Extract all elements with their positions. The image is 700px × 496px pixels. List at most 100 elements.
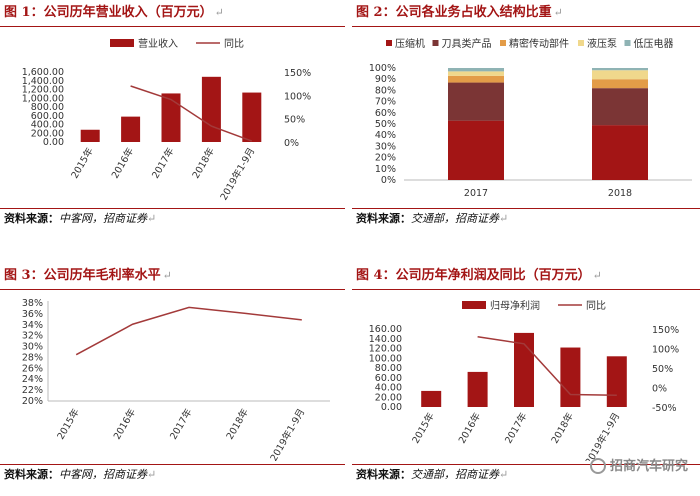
- y-tick-label: 30%: [375, 141, 396, 152]
- x-tick-label: 2017: [464, 188, 488, 199]
- y-tick-label: 32%: [22, 331, 43, 342]
- y-tick-label: 28%: [22, 352, 43, 363]
- figure-2-source: 资料来源：交通部，招商证券↵: [356, 212, 509, 225]
- y-tick-label: 38%: [22, 298, 43, 309]
- legend-label: 刀具类产品: [442, 37, 492, 50]
- figure-1-chart-svg: 营业收入 同比 0.00200.00400.00600.00800.001,000.…: [22, 37, 311, 202]
- y-tick-label: 26%: [22, 363, 43, 374]
- y-tick-label: 10%: [375, 164, 396, 175]
- figure-3-source-rule: [0, 464, 345, 465]
- bar-segment: [592, 68, 648, 71]
- bar-segment: [592, 70, 648, 80]
- legend-label-yoy: 同比: [586, 300, 606, 312]
- figure-4-chart: 归母净利润 同比 0.00 20.00 40.00 60.00 80.00 100.00 120…: [352, 291, 700, 461]
- x-tick-label: 2017年: [502, 410, 529, 446]
- y2-tick-label: 0%: [284, 138, 299, 149]
- legend-swatch-revenue: [110, 39, 134, 47]
- legend-label: 压缩机: [395, 37, 425, 50]
- wechat-icon: [589, 458, 606, 474]
- y-tick-label: 80.00: [375, 363, 402, 374]
- line-yoy: [130, 85, 253, 142]
- bar-revenue: [242, 92, 262, 142]
- y-tick-label: 60%: [375, 108, 396, 119]
- y-tick-label: 1,000.00: [22, 93, 64, 104]
- y-tick-label: 400.00: [31, 120, 64, 131]
- y2-tick-label: 150%: [284, 68, 311, 79]
- x-tick-label: 2015年: [55, 406, 82, 442]
- y2-tick-label: 100%: [652, 345, 679, 356]
- y-tick-label: 22%: [22, 385, 43, 396]
- bar-segment: [448, 71, 504, 76]
- figure-1-source-rule: [0, 208, 345, 209]
- legend-label-net-profit: 归母净利润: [490, 299, 540, 312]
- x-tick-label: 2017年: [149, 145, 176, 181]
- figure-3-chart-svg: 20%22%24%26%28%30%32%34%36%38% 2015年 2016年…: [22, 298, 330, 461]
- bar-segment: [592, 79, 648, 89]
- figure-3-source: 资料来源：中客网，招商证券↵: [4, 468, 157, 481]
- y2-tick-label: 50%: [284, 115, 305, 126]
- x-tick-label: 2019年1-9月: [218, 145, 258, 202]
- x-tick-label: 2018年: [549, 410, 576, 446]
- y-tick-label: 0%: [381, 175, 396, 186]
- legend-label-revenue: 营业收入: [138, 37, 178, 50]
- y-tick-label: 80%: [375, 85, 396, 96]
- figure-2-title: 图 2：公司各业务占收入结构比重 ↵: [356, 5, 563, 20]
- figure-1-source: 资料来源：中客网，招商证券↵: [4, 212, 157, 225]
- y-tick-label: 40%: [375, 130, 396, 141]
- figure-1-panel: 图 1：公司历年营业收入（百万元） ↵ 营业收入 同比 0.00 200.00 400.0…: [0, 0, 345, 248]
- y-tick-label: 24%: [22, 374, 43, 385]
- figure-4-panel: 图 4：公司历年净利润及同比（百万元） ↵ 归母净利润 同比 0.00 20.00 40.…: [352, 263, 700, 496]
- x-tick-label: 2018年: [224, 406, 251, 442]
- figure-4-title: 图 4：公司历年净利润及同比（百万元） ↵: [356, 268, 602, 283]
- y-tick-label: 1,600.00: [22, 67, 64, 78]
- figure-2-source-rule: [352, 208, 700, 209]
- bar-net-profit: [560, 347, 581, 407]
- bar-segment: [448, 75, 504, 83]
- figure-2-chart-svg: 压缩机 刀具类产品 精密传动部件 液压泵 低压电器 0%10%20%30%40%50%60…: [369, 37, 692, 199]
- y-tick-label: 30%: [22, 342, 43, 353]
- bar-net-profit: [514, 332, 534, 407]
- bar-segment: [448, 68, 504, 72]
- figure-2-chart: 压缩机 刀具类产品 精密传动部件 液压泵 低压电器 0% 10% 20% 30% 40% 50% 60…: [352, 28, 700, 208]
- x-tick-label: 2018年: [190, 145, 217, 181]
- y-tick-label: 100.00: [369, 353, 402, 364]
- y-tick-label: 100%: [369, 63, 396, 74]
- x-tick-label: 2018: [608, 188, 632, 199]
- legend-swatch: [578, 40, 584, 46]
- figure-1-title-rule: [0, 26, 345, 27]
- y-tick-label: 0.00: [381, 402, 402, 413]
- x-tick-label: 2016年: [111, 406, 138, 442]
- y-tick-label: 70%: [375, 97, 396, 108]
- bar-net-profit: [467, 371, 488, 407]
- legend-label: 精密传动部件: [509, 37, 569, 50]
- bar-segment: [448, 120, 504, 180]
- y-tick-label: 160.00: [369, 324, 402, 335]
- y-tick-label: 1,200.00: [22, 85, 64, 96]
- legend-label-yoy: 同比: [224, 38, 244, 50]
- y-tick-label: 140.00: [369, 334, 402, 345]
- legend-swatch-net-profit: [462, 301, 486, 309]
- y-tick-label: 0.00: [43, 137, 64, 148]
- legend-label: 液压泵: [587, 37, 617, 50]
- figure-3-chart: 20% 22% 24% 26% 28% 30% 32% 34% 36% 38% 2015年 2016年…: [0, 291, 345, 461]
- y2-tick-label: 50%: [652, 364, 673, 375]
- bar-revenue: [161, 93, 181, 142]
- legend-swatch: [386, 40, 392, 46]
- y-tick-label: 600.00: [31, 111, 64, 122]
- y-tick-label: 20%: [375, 153, 396, 164]
- y-tick-label: 36%: [22, 309, 43, 320]
- x-tick-label: 2016年: [109, 145, 136, 181]
- bar-segment: [592, 125, 648, 180]
- y-tick-label: 34%: [22, 320, 43, 331]
- y-tick-label: 800.00: [31, 102, 64, 113]
- figure-2-title-rule: [352, 26, 700, 27]
- figure-4-title-rule: [352, 289, 700, 290]
- figure-3-panel: 图 3：公司历年毛利率水平 ↵ 20% 22% 24% 26% 28% 30% 32% 34% 3…: [0, 263, 345, 496]
- x-tick-label: 2016年: [456, 410, 483, 446]
- figure-4-source: 资料来源：交通部，招商证券↵: [356, 468, 509, 481]
- figure-4-source-rule: [352, 464, 700, 465]
- line-gross-margin: [75, 306, 302, 356]
- y2-tick-label: -50%: [652, 403, 677, 414]
- bar-net-profit: [606, 356, 627, 407]
- y-tick-label: 60.00: [375, 373, 402, 384]
